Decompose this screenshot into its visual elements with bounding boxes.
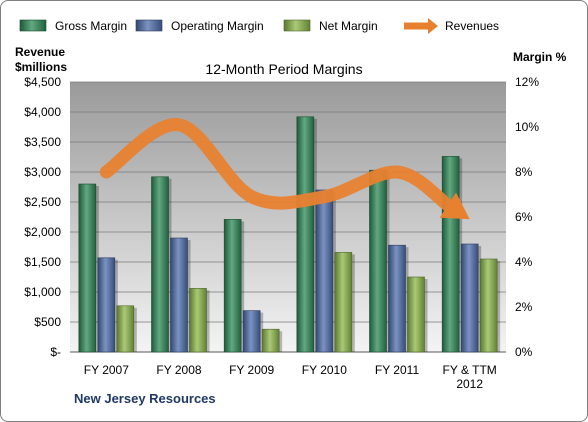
bar-net-margin	[261, 328, 280, 353]
legend-label: Operating Margin	[171, 19, 264, 33]
right-tick-label: 10%	[515, 120, 539, 134]
category-label: FY 2007	[84, 363, 129, 377]
bar-gross-margin	[369, 169, 387, 353]
category-label: FY 2010	[302, 363, 347, 377]
left-tick-label: $2,000	[24, 225, 61, 239]
bar-operating-margin	[460, 243, 479, 353]
company-name: New Jersey Resources	[74, 391, 216, 406]
right-tick-label: 8%	[515, 165, 533, 179]
bar-operating-margin	[388, 244, 406, 353]
bar-net-margin	[407, 276, 425, 353]
bar-operating-margin	[242, 310, 261, 353]
right-tick-label: 0%	[515, 345, 533, 359]
category-label: FY 2011	[375, 363, 420, 377]
right-tick-label: 12%	[515, 75, 539, 89]
bar-gross-margin	[441, 156, 460, 353]
legend-label: Net Margin	[319, 19, 378, 33]
bar-net-margin	[116, 305, 135, 353]
category-label: FY & TTM	[443, 363, 497, 377]
revenues-line	[99, 118, 455, 212]
right-axis-label: Margin %	[513, 50, 567, 64]
category-label: FY 2008	[156, 363, 201, 377]
bar-net-margin	[334, 252, 353, 353]
legend-swatch-operating-margin	[135, 19, 163, 32]
bar-operating-margin	[97, 257, 116, 353]
bar-net-margin	[479, 258, 498, 353]
left-tick-label: $1,500	[24, 255, 61, 269]
bar-net-margin	[189, 288, 207, 353]
plot-area	[70, 82, 506, 352]
revenues-arrowhead	[439, 192, 470, 220]
left-tick-label: $3,000	[24, 165, 61, 179]
legend-swatch-gross-margin	[19, 19, 47, 32]
left-tick-label: $-	[50, 345, 61, 359]
left-axis-label-line2: $millions	[15, 60, 67, 74]
left-axis-label-line1: Revenue	[15, 45, 65, 59]
chart-title: 12-Month Period Margins	[205, 61, 362, 77]
bar-operating-margin	[170, 237, 188, 353]
right-tick-label: 2%	[515, 300, 533, 314]
bar-gross-margin	[78, 183, 97, 353]
legend-arrowhead-revenues	[428, 18, 438, 34]
left-tick-label: $4,500	[24, 75, 61, 89]
right-tick-label: 4%	[515, 255, 533, 269]
right-tick-label: 6%	[515, 210, 533, 224]
legend-swatch-net-margin	[283, 19, 311, 32]
category-label: FY 2009	[229, 363, 274, 377]
left-tick-label: $2,500	[24, 195, 61, 209]
bar-gross-margin	[296, 116, 315, 353]
category-label: 2012	[456, 377, 483, 391]
bar-gross-margin	[151, 176, 169, 353]
left-tick-label: $1,000	[24, 285, 61, 299]
left-tick-label: $500	[34, 315, 61, 329]
bar-operating-margin	[315, 189, 334, 353]
left-tick-label: $4,000	[24, 105, 61, 119]
legend-label: Gross Margin	[55, 19, 127, 33]
legend-label: Revenues	[445, 19, 499, 33]
bar-gross-margin	[223, 219, 242, 353]
left-tick-label: $3,500	[24, 135, 61, 149]
